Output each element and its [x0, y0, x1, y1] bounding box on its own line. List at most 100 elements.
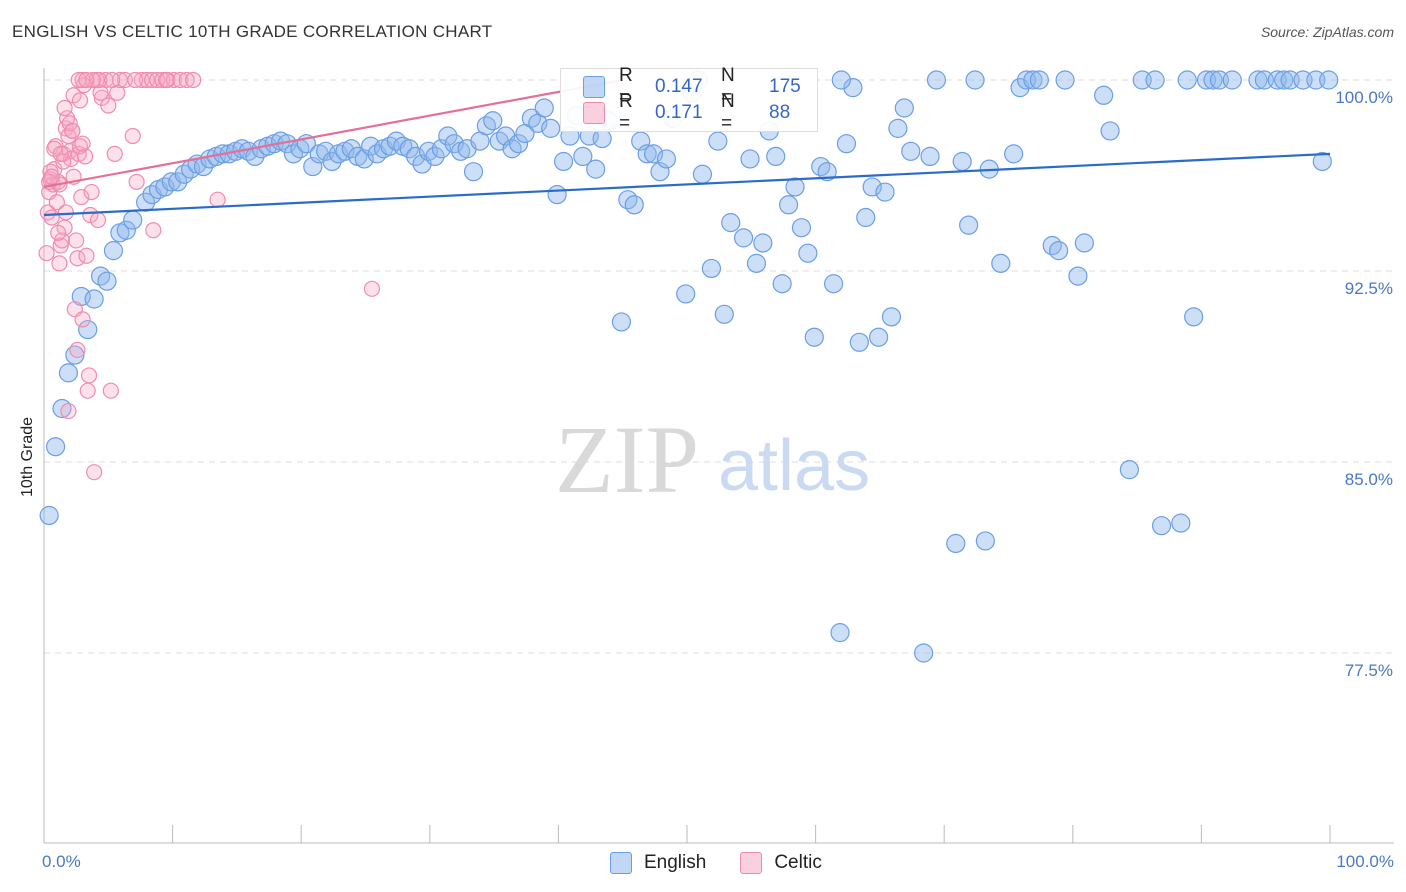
english-point [676, 284, 696, 304]
english-point [1049, 241, 1069, 261]
celtic-points [38, 71, 381, 481]
english-point [959, 215, 979, 235]
celtic-r-label: R = [619, 91, 633, 134]
english-point [746, 253, 767, 273]
celtic-point [102, 382, 119, 399]
english-point [1055, 70, 1075, 90]
english-point [991, 253, 1011, 273]
english-point [1177, 70, 1197, 90]
english-point [733, 228, 754, 248]
english-point [643, 144, 664, 164]
english-point [798, 243, 818, 263]
english-point [444, 134, 464, 154]
english-point [592, 128, 612, 149]
celtic-point [71, 138, 89, 155]
legend-swatch-celtic [740, 852, 763, 874]
watermark-zip: ZIP [555, 406, 699, 513]
celtic-swatch [583, 102, 605, 124]
celtic-point [80, 367, 98, 384]
celtic-point [52, 145, 69, 162]
english-point [116, 220, 136, 240]
celtic-point [46, 140, 63, 157]
celtic-point [43, 209, 60, 226]
english-point [586, 159, 606, 179]
english-point [843, 78, 863, 98]
english-point [817, 162, 837, 182]
english-point [476, 116, 496, 136]
celtic-point [100, 97, 117, 114]
english-point [766, 146, 786, 166]
celtic-point [91, 71, 108, 89]
english-point [894, 98, 914, 118]
celtic-point [128, 173, 145, 190]
celtic-point [53, 232, 71, 249]
english-n-value: 175 [769, 76, 801, 97]
english-swatch [583, 76, 605, 98]
english-point [58, 363, 79, 383]
english-point [541, 118, 561, 138]
english-point [425, 146, 445, 166]
legend-label-celtic: Celtic [774, 852, 822, 873]
english-point [1100, 121, 1120, 141]
english-point [975, 531, 995, 551]
english-point [1004, 144, 1024, 164]
axes [43, 68, 1394, 844]
english-point [692, 164, 713, 184]
celtic-point [71, 92, 89, 109]
celtic-r-value: 0.171 [655, 102, 703, 123]
celtic-trend-line [43, 78, 623, 189]
english-point [611, 312, 632, 332]
celtic-point [89, 211, 107, 229]
english-point [1319, 70, 1339, 90]
celtic-point [158, 71, 175, 89]
celtic-point [51, 255, 68, 272]
english-point [1312, 151, 1332, 172]
english-point [881, 307, 902, 327]
y-tick-label: 77.5% [1345, 661, 1393, 680]
celtic-point [78, 71, 95, 89]
x-tick-label-min: 0.0% [42, 852, 81, 871]
english-trend-line [43, 152, 1331, 217]
english-point [1151, 516, 1172, 536]
english-point [836, 134, 857, 154]
english-point [901, 141, 921, 161]
english-point [1248, 70, 1268, 90]
celtic-point [43, 168, 60, 185]
english-point [174, 164, 194, 184]
english-point [1074, 233, 1094, 253]
y-axis-title: 10th Grade [19, 416, 36, 498]
english-point [708, 131, 728, 151]
stats-box: R = 0.147 N = 175 R = 0.171 N = 88 [560, 65, 818, 134]
english-point [84, 289, 104, 309]
celtic-point [124, 127, 141, 145]
celtic-point [60, 402, 77, 420]
english-point [804, 327, 824, 347]
celtic-point [73, 189, 90, 206]
celtic-n-label: N = [721, 91, 735, 134]
y-tick-label: 100.0% [1335, 88, 1393, 107]
english-r-label: R = [619, 65, 633, 108]
celtic-point [69, 341, 86, 359]
english-point [508, 134, 529, 154]
y-tick-label: 85.0% [1345, 470, 1393, 489]
english-point [618, 190, 638, 210]
english-point [1274, 70, 1294, 90]
celtic-point [185, 71, 202, 89]
english-point [547, 185, 567, 205]
celtic-point [38, 245, 55, 262]
english-point [1068, 266, 1088, 286]
english-point [573, 146, 593, 166]
celtic-point [92, 84, 109, 101]
english-point [341, 139, 361, 159]
legend-label-english: English [644, 852, 707, 873]
gridlines [44, 79, 1394, 654]
english-point [283, 144, 304, 164]
english-point [875, 182, 895, 202]
english-point [1222, 70, 1242, 90]
legend-item-english[interactable]: English [610, 852, 706, 874]
english-point [914, 643, 934, 663]
legend-item-celtic[interactable]: Celtic [740, 852, 822, 874]
celtic-point [69, 250, 86, 267]
celtic-point [209, 191, 226, 208]
english-point [772, 274, 792, 294]
